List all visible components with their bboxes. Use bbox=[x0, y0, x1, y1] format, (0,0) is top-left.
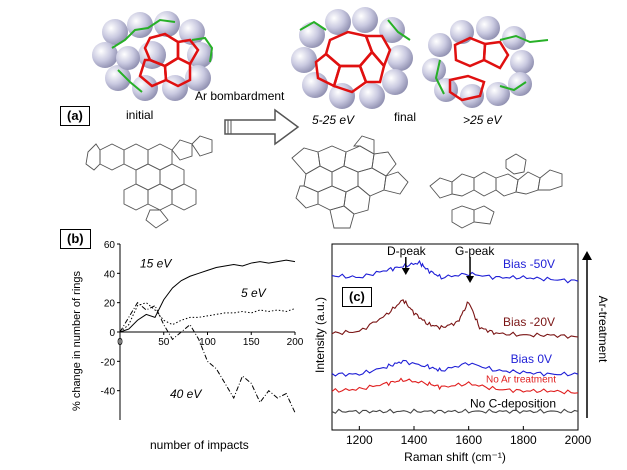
energy-low-label: 5-25 eV bbox=[312, 113, 355, 127]
series-label: 5 eV bbox=[241, 286, 267, 300]
series-label: Bias -50V bbox=[503, 257, 555, 271]
x-axis-label: Raman shift (cm⁻¹) bbox=[404, 450, 506, 464]
final-label: final bbox=[394, 110, 417, 124]
series-label: No Ar treatment bbox=[486, 375, 556, 386]
ar-treatment-label: Ar-treatment bbox=[596, 295, 610, 363]
ar-treatment-wrap: Ar-treatment bbox=[596, 252, 614, 412]
cluster-above-25ev bbox=[422, 16, 549, 108]
series-label: Bias 0V bbox=[511, 352, 552, 366]
panel-a-graphics bbox=[85, 7, 563, 229]
cluster-5-25ev bbox=[291, 7, 413, 109]
down-arrow-icon bbox=[401, 268, 410, 275]
y-tick-label: 60 bbox=[104, 240, 116, 251]
x-tick-label: 50 bbox=[158, 337, 170, 348]
g-peak-label: G-peak bbox=[455, 244, 495, 258]
series-label: Bias -20V bbox=[503, 315, 555, 329]
x-tick-label: 1400 bbox=[401, 433, 428, 447]
x-tick-label: 2000 bbox=[565, 433, 592, 447]
x-tick-label: 150 bbox=[243, 337, 260, 348]
spectrum-line bbox=[331, 359, 579, 377]
spectrum-line bbox=[331, 377, 579, 395]
x-tick-label: 100 bbox=[199, 337, 216, 348]
panel-c-ylabel-wrap: Intensity (a.u.) bbox=[310, 252, 327, 422]
initial-cluster bbox=[92, 11, 214, 101]
energy-high-label: >25 eV bbox=[463, 113, 502, 127]
down-arrow-icon bbox=[466, 276, 475, 283]
series-label: No C-deposition bbox=[470, 397, 556, 411]
y-tick-label: 20 bbox=[104, 299, 116, 310]
panel-b-xlabel: number of impacts bbox=[150, 438, 249, 452]
panel-a-label: (a) bbox=[60, 106, 90, 126]
x-tick-label: 200 bbox=[287, 337, 304, 348]
ar-bombardment-label: Ar bombardment bbox=[195, 89, 285, 103]
series-line bbox=[119, 259, 296, 333]
spectrum-line bbox=[331, 259, 579, 284]
x-tick-label: 1800 bbox=[510, 433, 537, 447]
panel-b-ylabel-wrap: % change in number of rings bbox=[70, 245, 84, 445]
spectrum-line bbox=[331, 408, 579, 415]
y-tick-label: -40 bbox=[101, 387, 116, 398]
y-tick-label: 0 bbox=[109, 328, 115, 339]
d-peak-label: D-peak bbox=[387, 244, 426, 258]
series-line bbox=[119, 301, 296, 413]
panel-c-label: (c) bbox=[342, 287, 372, 307]
series-label: 15 eV bbox=[140, 256, 172, 270]
y-tick-label: 40 bbox=[104, 269, 116, 280]
initial-ring-network bbox=[85, 135, 213, 229]
spectrum-line bbox=[331, 299, 579, 339]
series-line bbox=[119, 302, 296, 333]
panel-c-chart: 1200 1400 1600 1800 2000 Raman shift (cm⁻¹) Bi… bbox=[331, 243, 592, 464]
panel-b-ylabel: % change in number of rings bbox=[71, 270, 83, 412]
x-tick-label: 1200 bbox=[346, 433, 373, 447]
series-label: 40 eV bbox=[170, 387, 202, 401]
panel-c-ylabel: Intensity (a.u.) bbox=[313, 296, 327, 374]
x-tick-label: 1600 bbox=[455, 433, 482, 447]
ring-network-5-25ev bbox=[291, 135, 409, 229]
ring-network-above-25ev bbox=[429, 153, 563, 229]
y-tick-label: -20 bbox=[101, 357, 116, 368]
panel-b-label: (b) bbox=[60, 229, 91, 249]
initial-label: initial bbox=[126, 108, 154, 122]
up-arrow-icon bbox=[582, 251, 592, 418]
x-tick-label: 0 bbox=[117, 337, 123, 348]
hollow-arrow-icon bbox=[224, 108, 300, 146]
